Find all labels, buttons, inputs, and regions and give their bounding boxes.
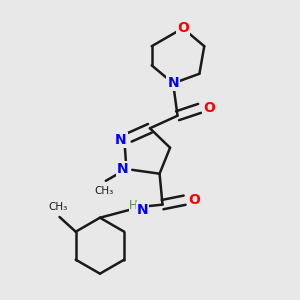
Text: N: N — [136, 203, 148, 217]
Text: N: N — [117, 162, 129, 176]
Text: O: O — [177, 21, 189, 35]
Text: CH₃: CH₃ — [95, 186, 114, 196]
Text: CH₃: CH₃ — [48, 202, 68, 212]
Text: O: O — [203, 101, 215, 116]
Text: H: H — [129, 199, 138, 212]
Text: N: N — [115, 133, 127, 147]
Text: O: O — [188, 193, 200, 207]
Text: N: N — [167, 76, 179, 90]
